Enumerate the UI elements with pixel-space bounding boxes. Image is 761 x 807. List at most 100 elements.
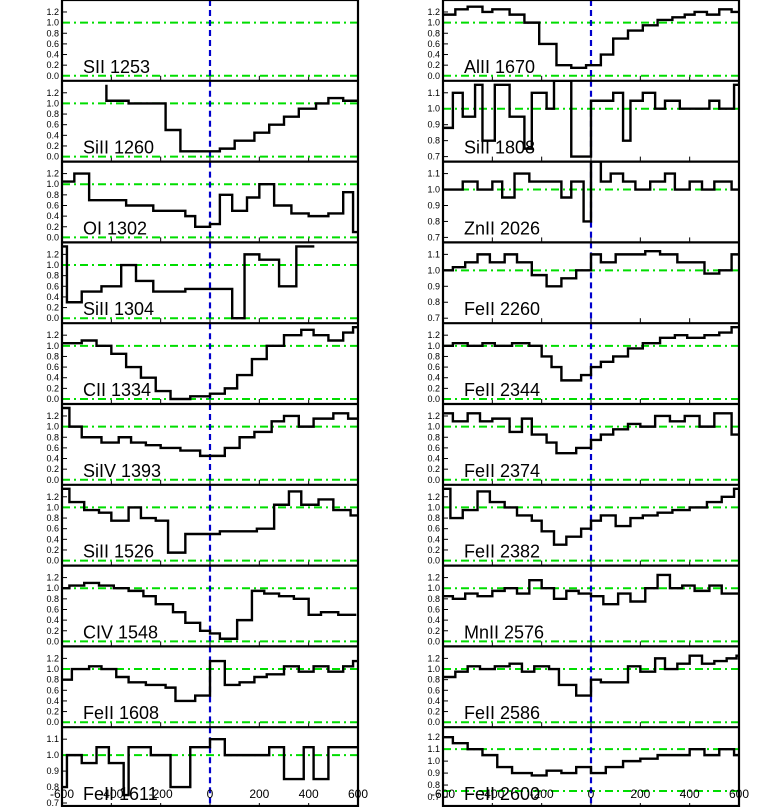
y-tick-label: 1.0 — [427, 664, 440, 674]
y-tick-label: 0.6 — [46, 443, 59, 453]
y-tick-label: 0.0 — [427, 475, 440, 485]
y-tick-label: 0.0 — [46, 556, 59, 566]
y-tick-label: 1.0 — [46, 750, 59, 760]
y-tick-label: 0.7 — [427, 792, 440, 802]
spectrum-panel: 0.00.20.40.60.81.01.2 FeII 2382 — [427, 483, 740, 566]
column-frame — [60, 0, 360, 807]
y-tick-label: 0.9 — [427, 768, 440, 778]
y-tick-label: 0.2 — [46, 222, 59, 232]
ion-line-label: FeII 2260 — [464, 299, 540, 319]
x-tick-label: -600 — [431, 787, 455, 801]
y-tick-label: 0.2 — [46, 141, 59, 151]
flux-spectrum — [443, 654, 739, 697]
y-tick-label: 0.7 — [427, 232, 440, 242]
y-tick-label: 1.1 — [427, 744, 440, 754]
y-tick-label: 0.8 — [427, 136, 440, 146]
y-tick-label: 1.2 — [46, 653, 59, 663]
y-tick-label: 0.7 — [46, 798, 59, 807]
y-tick-label: 1.0 — [46, 179, 59, 189]
y-tick-label: 1.1 — [427, 249, 440, 259]
flux-spectrum — [443, 573, 739, 606]
y-tick-label: 0.4 — [427, 50, 440, 60]
y-tick-label: 0.0 — [46, 394, 59, 404]
flux-spectrum — [62, 487, 358, 554]
x-tick-label: -400 — [480, 787, 504, 801]
y-tick-label: 0.2 — [46, 626, 59, 636]
y-tick-label: 1.2 — [46, 573, 59, 583]
y-tick-label: 0.8 — [427, 432, 440, 442]
spectrum-panel: 0.7 0.8 0.9 1.0 1.1 FeII 2260 — [427, 241, 740, 324]
flux-spectrum — [443, 80, 739, 158]
y-tick-label: 0.2 — [46, 60, 59, 70]
velocity-x-axis: -600 -400 -200 0 200 400 600 -600 -400 -200 0 200 40… — [50, 787, 749, 801]
y-tick-label: 0.6 — [427, 604, 440, 614]
spectrum-panel: 0.00.20.40.60.81.01.2 SiII 1260 — [46, 79, 359, 162]
y-tick-label: 1.2 — [427, 492, 440, 502]
y-tick-label: 1.0 — [427, 265, 440, 275]
y-tick-label: 0.6 — [427, 443, 440, 453]
y-tick-label: 0.8 — [46, 109, 59, 119]
y-tick-label: 0.6 — [46, 120, 59, 130]
ion-line-label: AlII 1670 — [464, 57, 535, 77]
y-tick-label: 1.1 — [427, 88, 440, 98]
spectrum-panel: 0.00.20.40.60.81.01.2 FeII 2374 — [427, 402, 740, 485]
x-tick-label: 0 — [207, 787, 214, 801]
y-tick-label: 0.2 — [46, 707, 59, 717]
y-tick-label: 1.0 — [427, 341, 440, 351]
y-tick-label: 0.0 — [46, 71, 59, 81]
y-tick-label: 1.0 — [427, 422, 440, 432]
flux-spectrum — [443, 161, 739, 223]
y-tick-label: 0.6 — [46, 200, 59, 210]
y-tick-label: 0.8 — [46, 432, 59, 442]
y-tick-label: 1.0 — [46, 502, 59, 512]
ion-line-label: CII 1334 — [83, 380, 151, 400]
y-tick-label: 0.8 — [427, 297, 440, 307]
x-tick-label: 600 — [348, 787, 368, 801]
x-tick-label: -400 — [99, 787, 123, 801]
spectrum-panel: 0.00.20.40.60.81.01.2 SiII 1304 — [46, 241, 359, 324]
y-tick-label: 1.0 — [46, 341, 59, 351]
y-tick-label: 0.6 — [46, 362, 59, 372]
y-tick-label: 0.4 — [427, 454, 440, 464]
y-tick-label: 0.8 — [427, 594, 440, 604]
y-tick-label: 0.2 — [46, 464, 59, 474]
y-tick-label: 0.0 — [427, 394, 440, 404]
y-tick-label: 0.2 — [427, 707, 440, 717]
y-tick-label: 0.8 — [46, 782, 59, 792]
y-tick-label: 0.2 — [46, 545, 59, 555]
y-tick-label: 0.4 — [46, 50, 59, 60]
ion-line-label: FeII 1611 — [83, 784, 158, 804]
y-tick-label: 0.6 — [46, 39, 59, 49]
y-tick-label: 0.8 — [46, 190, 59, 200]
spectrum-panel: 0.00.20.40.60.81.01.2 CIV 1548 — [46, 564, 359, 647]
y-tick-label: 0.8 — [427, 675, 440, 685]
spectrum-panel: 0.00.20.40.60.81.01.2 SiIV 1393 — [46, 402, 359, 485]
y-tick-label: 0.9 — [427, 200, 440, 210]
y-tick-label: 1.2 — [427, 7, 440, 17]
flux-spectrum — [443, 735, 739, 777]
y-tick-label: 0.4 — [46, 696, 59, 706]
y-tick-label: 0.6 — [46, 685, 59, 695]
ion-line-label: SiII 1526 — [83, 542, 154, 562]
y-tick-label: 0.4 — [46, 534, 59, 544]
flux-spectrum — [62, 659, 358, 703]
y-tick-label: 0.4 — [427, 534, 440, 544]
ion-line-label: FeII 2600 — [464, 784, 540, 804]
flux-spectrum — [62, 737, 358, 797]
y-tick-label: 0.4 — [46, 615, 59, 625]
spectrum-panel: 0.7 0.8 0.9 1.0 1.1 FeII 1611 — [46, 726, 359, 807]
ion-line-label: FeII 2382 — [464, 542, 540, 562]
spectrum-panel: 0.00.20.40.60.81.01.2 CII 1334 — [46, 322, 359, 404]
y-tick-label: 0.0 — [46, 232, 59, 242]
x-tick-label: 400 — [680, 787, 700, 801]
flux-spectrum — [62, 245, 315, 320]
y-tick-label: 1.0 — [46, 664, 59, 674]
y-tick-label: 0.6 — [46, 281, 59, 291]
ion-line-label: SiII 1304 — [83, 299, 154, 319]
y-tick-label: 1.2 — [427, 573, 440, 583]
y-tick-label: 0.4 — [46, 454, 59, 464]
y-tick-label: 1.2 — [46, 249, 59, 259]
y-tick-label: 0.9 — [427, 281, 440, 291]
y-tick-label: 0.6 — [427, 39, 440, 49]
y-tick-label: 1.1 — [46, 734, 59, 744]
